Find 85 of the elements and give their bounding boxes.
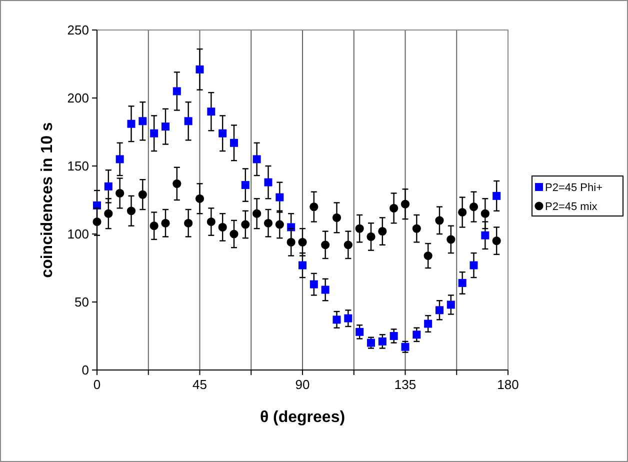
point — [92, 217, 102, 226]
y-tick-label: 150 — [67, 158, 89, 174]
point — [150, 129, 158, 138]
y-axis-title: coincidences in 10 s — [39, 122, 56, 278]
point — [424, 251, 432, 260]
point — [458, 278, 466, 287]
point — [162, 122, 170, 131]
point — [321, 240, 330, 250]
point — [275, 220, 284, 229]
point — [480, 209, 490, 218]
point — [367, 338, 375, 347]
legend-label: P2=45 mix — [545, 201, 598, 213]
point — [184, 117, 192, 126]
point — [127, 120, 136, 128]
point — [172, 179, 182, 188]
x-tick-label: 45 — [192, 377, 207, 392]
point — [310, 202, 318, 212]
point — [161, 218, 170, 228]
point — [241, 181, 250, 190]
point — [321, 286, 330, 294]
x-tick-label: 180 — [497, 377, 519, 392]
point — [218, 129, 227, 138]
point — [412, 224, 421, 233]
point — [172, 87, 181, 96]
point — [400, 200, 410, 208]
point — [150, 222, 158, 230]
point — [446, 300, 455, 309]
point — [206, 217, 216, 226]
point — [366, 232, 376, 242]
point — [126, 206, 136, 216]
point — [469, 202, 478, 212]
point — [390, 332, 398, 340]
point — [264, 178, 272, 186]
y-tick-label: 250 — [67, 22, 89, 38]
point — [184, 218, 193, 228]
point — [138, 190, 147, 199]
point — [230, 138, 238, 147]
point — [207, 108, 216, 116]
point — [264, 218, 273, 228]
point — [458, 208, 467, 217]
point — [252, 209, 262, 218]
point — [412, 330, 421, 339]
point — [332, 213, 342, 222]
point — [310, 280, 318, 288]
point — [116, 155, 124, 164]
point — [298, 261, 306, 270]
point — [446, 235, 456, 244]
y-tick-label: 0 — [82, 362, 89, 378]
point — [104, 182, 112, 190]
point — [435, 216, 444, 225]
point — [344, 240, 352, 250]
point — [332, 316, 341, 324]
point — [104, 209, 113, 218]
point — [470, 261, 478, 270]
point — [492, 236, 501, 246]
y-tick-label: 200 — [67, 90, 89, 106]
point — [401, 342, 410, 351]
legend-label: P2=45 Phi+ — [545, 182, 602, 194]
point — [195, 194, 204, 203]
point — [344, 314, 352, 322]
point — [252, 155, 261, 164]
point — [355, 224, 364, 233]
point — [286, 238, 296, 246]
point — [481, 231, 490, 240]
point — [241, 220, 250, 229]
point — [218, 222, 227, 232]
point — [230, 230, 238, 238]
point — [276, 193, 284, 202]
x-axis-title: θ (degrees) — [260, 409, 346, 426]
y-tick-label: 100 — [67, 226, 89, 242]
point — [436, 306, 444, 314]
point — [378, 226, 387, 236]
point — [138, 117, 147, 126]
x-tick-label: 135 — [394, 377, 416, 392]
point — [390, 204, 398, 212]
point — [196, 65, 204, 74]
x-tick-label: 0 — [93, 377, 101, 392]
point — [356, 328, 364, 336]
point — [298, 238, 307, 246]
point — [116, 188, 124, 198]
point — [492, 192, 501, 200]
point — [424, 320, 432, 328]
y-tick-label: 50 — [74, 294, 89, 310]
point — [378, 337, 386, 346]
x-tick-label: 90 — [295, 377, 310, 392]
